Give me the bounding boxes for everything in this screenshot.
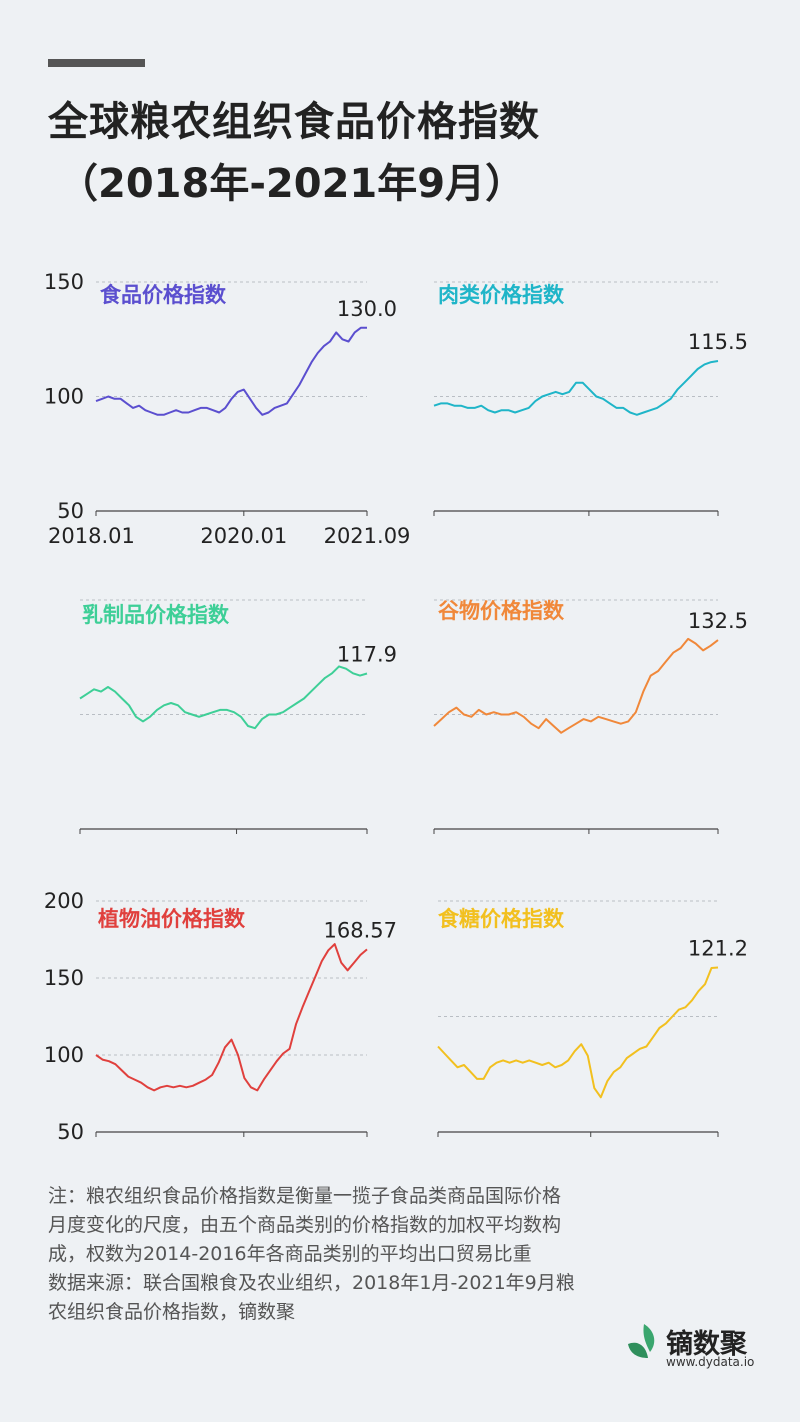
- chart-5-series-line: [95, 943, 368, 1092]
- chart-6-last-value-label: 121.2: [688, 937, 748, 961]
- chart-3-last-value-label: 117.9: [337, 643, 397, 667]
- chart-3-series-line: [79, 665, 368, 730]
- page-title: 全球粮农组织食品价格指数: [48, 99, 540, 145]
- chart-5-last-value-label: 168.57: [324, 918, 397, 942]
- chart-5-y-tick-label: 100: [44, 1043, 84, 1067]
- chart-6-series-line: [437, 966, 719, 1099]
- page-subtitle: （2018年-2021年9月）: [58, 161, 526, 207]
- chart-4-last-value-label: 132.5: [688, 609, 748, 633]
- chart-2-last-value-label: 115.5: [688, 330, 748, 354]
- chart-1-y-tick-label: 150: [44, 270, 84, 294]
- note-text: 注：粮农组织食品价格指数是衡量一揽子食品类商品国际价格月度变化的尺度，由五个商品…: [48, 1185, 562, 1265]
- chart-1-x-tick-label: 2020.01: [200, 524, 287, 548]
- logo-name: 镝数聚: [666, 1329, 747, 1360]
- chart-4-series-line: [433, 637, 719, 734]
- chart-4-title: 谷物价格指数: [438, 599, 565, 623]
- chart-5-y-tick-label: 200: [44, 889, 84, 913]
- chart-2-series-line: [433, 360, 719, 416]
- chart-5-y-tick-label: 150: [44, 966, 84, 990]
- title-accent-bar: [48, 59, 145, 67]
- chart-1-last-value-label: 130.0: [337, 297, 397, 321]
- footnote: 注：粮农组织食品价格指数是衡量一揽子食品类商品国际价格月度变化的尺度，由五个商品…: [48, 1182, 578, 1327]
- chart-1-y-tick-label: 50: [57, 499, 84, 523]
- chart-1-x-tick-label: 2021.09: [324, 524, 411, 548]
- chart-1-x-tick-label: 2018.01: [48, 524, 135, 548]
- brand-logo: 镝数聚 www.dydata.io: [624, 1322, 764, 1369]
- chart-1-series-line: [95, 326, 367, 416]
- chart-1-y-tick-label: 100: [44, 385, 84, 409]
- chart-1-title: 食品价格指数: [100, 283, 227, 307]
- source-text: 数据来源：联合国粮食及农业组织，2018年1月-2021年9月粮农组织食品价格指…: [48, 1272, 575, 1323]
- chart-5-title: 植物油价格指数: [98, 907, 246, 931]
- chart-5-y-tick-label: 50: [57, 1120, 84, 1144]
- chart-6-title: 食糖价格指数: [438, 907, 565, 931]
- leaf-logo-icon: [628, 1324, 655, 1358]
- logo-url: www.dydata.io: [666, 1355, 755, 1369]
- chart-2-title: 肉类价格指数: [438, 283, 565, 307]
- chart-3-title: 乳制品价格指数: [82, 603, 230, 627]
